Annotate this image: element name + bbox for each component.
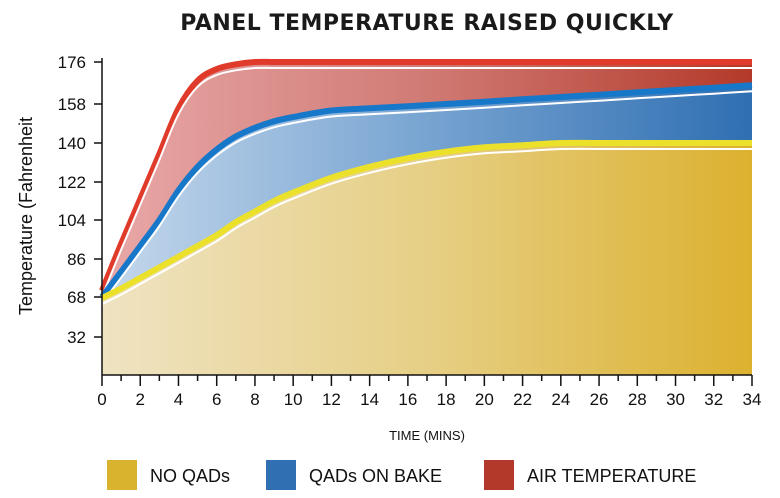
- legend: NO QADs QADs ON BAKE AIR TEMPERATURE: [107, 460, 696, 490]
- y-tick-label: 140: [58, 134, 86, 153]
- x-tick-label: 0: [97, 390, 106, 409]
- x-tick-label: 12: [322, 390, 341, 409]
- x-tick-label: 8: [250, 390, 259, 409]
- no-qads-highlight: [101, 147, 752, 306]
- no-qads-line: [100, 139, 752, 301]
- air-temperature-line: [99, 58, 752, 292]
- x-tick-label: 16: [398, 390, 417, 409]
- x-axis-label: TIME (MINS): [389, 428, 465, 443]
- x-tick-label: 32: [704, 390, 723, 409]
- y-tick-label: 176: [58, 53, 86, 72]
- no-qads-area: [102, 142, 752, 375]
- x-tick-label: 34: [743, 390, 762, 409]
- no-qads-legend-swatch: [107, 460, 137, 490]
- no-qads-legend-label: NO QADs: [150, 466, 230, 486]
- x-tick-label: 24: [551, 390, 570, 409]
- x-tick-label: 20: [475, 390, 494, 409]
- y-tick-label: 122: [58, 173, 86, 192]
- qads-on-bake-highlight: [101, 90, 753, 304]
- air-temperature-legend-label: AIR TEMPERATURE: [527, 466, 696, 486]
- x-tick-label: 4: [174, 390, 183, 409]
- air-temperature-highlight: [101, 66, 752, 298]
- qads-on-bake-legend-swatch: [266, 460, 296, 490]
- x-tick-label: 18: [437, 390, 456, 409]
- x-tick-label: 2: [136, 390, 145, 409]
- y-axis-label: Temperature (Fahrenheit: [16, 117, 36, 315]
- y-tick-label: 86: [67, 250, 86, 269]
- chart-title: PANEL TEMPERATURE RAISED QUICKLY: [180, 11, 674, 36]
- x-tick-label: 10: [284, 390, 303, 409]
- y-tick-label: 32: [67, 328, 86, 347]
- x-tick-label: 6: [212, 390, 221, 409]
- x-tick-label: 26: [590, 390, 609, 409]
- qads-on-bake-legend-label: QADs ON BAKE: [309, 466, 442, 486]
- x-tick-label: 22: [513, 390, 532, 409]
- x-tick-label: 14: [360, 390, 379, 409]
- y-tick-label: 104: [58, 211, 86, 230]
- x-tick-label: 30: [666, 390, 685, 409]
- y-tick-label: 158: [58, 95, 86, 114]
- air-temperature-legend-swatch: [484, 460, 514, 490]
- y-tick-label: 68: [67, 288, 86, 307]
- qads-on-bake-line: [99, 82, 753, 299]
- x-tick-label: 28: [628, 390, 647, 409]
